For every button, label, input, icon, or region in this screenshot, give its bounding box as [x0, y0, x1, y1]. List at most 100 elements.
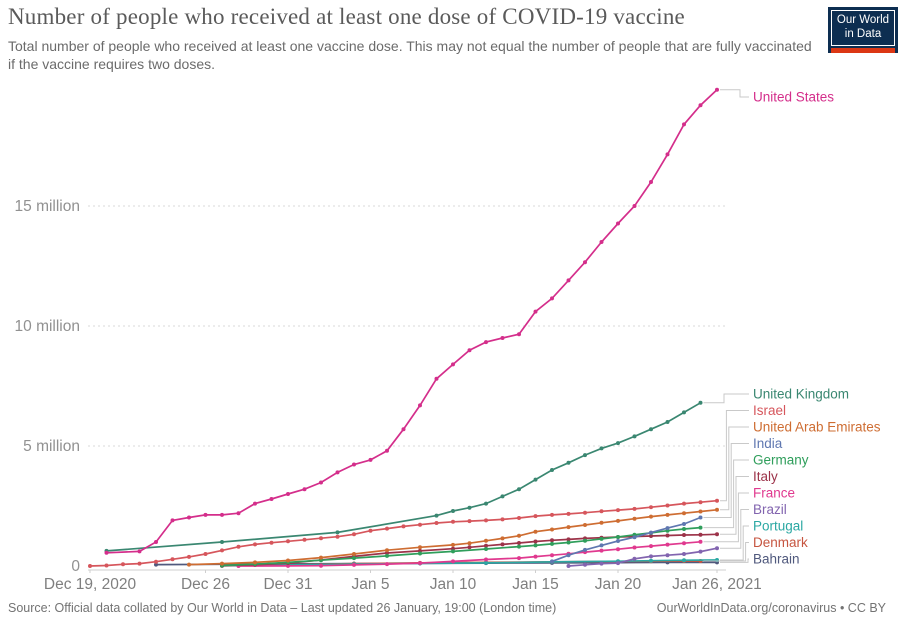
data-point[interactable] [484, 538, 488, 543]
data-point[interactable] [599, 446, 604, 451]
data-point[interactable] [500, 494, 505, 499]
data-point[interactable] [550, 468, 554, 472]
data-point[interactable] [500, 517, 505, 522]
data-point[interactable] [484, 560, 488, 565]
data-point[interactable] [137, 561, 142, 566]
legend-label-italy[interactable]: Italy [753, 469, 778, 484]
data-point[interactable] [682, 522, 686, 526]
legend-label-brazil[interactable]: Brazil [753, 502, 787, 517]
data-point[interactable] [170, 557, 175, 562]
series-united-arab-emirates[interactable] [187, 507, 719, 567]
data-point[interactable] [550, 538, 554, 543]
data-point[interactable] [269, 497, 274, 501]
data-point[interactable] [566, 564, 571, 568]
data-point[interactable] [451, 542, 455, 547]
data-point[interactable] [616, 508, 620, 513]
data-point[interactable] [649, 554, 653, 559]
data-point[interactable] [500, 336, 505, 340]
data-point[interactable] [566, 525, 571, 530]
data-point[interactable] [368, 457, 373, 462]
data-point[interactable] [698, 103, 703, 108]
data-point[interactable] [385, 553, 389, 558]
data-point[interactable] [698, 509, 703, 514]
data-point[interactable] [550, 296, 554, 301]
legend-label-denmark[interactable]: Denmark [753, 535, 808, 550]
series-brazil[interactable] [566, 546, 720, 568]
data-point[interactable] [649, 180, 653, 184]
data-point[interactable] [665, 420, 670, 424]
data-point[interactable] [401, 524, 406, 529]
data-point[interactable] [385, 551, 389, 555]
data-point[interactable] [253, 501, 257, 506]
data-point[interactable] [88, 564, 92, 568]
data-point[interactable] [566, 460, 571, 465]
data-point[interactable] [682, 511, 686, 516]
data-point[interactable] [517, 516, 521, 520]
data-point[interactable] [632, 434, 637, 439]
data-point[interactable] [154, 559, 158, 564]
data-point[interactable] [203, 512, 208, 517]
data-point[interactable] [698, 539, 703, 544]
data-point[interactable] [467, 545, 472, 550]
data-point[interactable] [517, 544, 521, 549]
data-point[interactable] [715, 507, 719, 512]
data-point[interactable] [649, 514, 653, 519]
attribution-link[interactable]: OurWorldInData.org/coronavirus • CC BY [656, 601, 886, 615]
data-point[interactable] [599, 561, 604, 566]
data-point[interactable] [484, 501, 488, 506]
data-point[interactable] [302, 487, 307, 492]
data-point[interactable] [484, 543, 488, 548]
data-point[interactable] [352, 552, 356, 556]
data-point[interactable] [319, 480, 323, 485]
data-point[interactable] [698, 515, 703, 520]
data-point[interactable] [137, 549, 142, 554]
data-point[interactable] [220, 548, 224, 553]
data-point[interactable] [352, 556, 356, 561]
data-point[interactable] [583, 453, 587, 458]
data-point[interactable] [418, 545, 422, 550]
data-point[interactable] [649, 534, 653, 538]
legend-label-united-kingdom[interactable]: United Kingdom [753, 387, 849, 402]
data-point[interactable] [517, 556, 521, 561]
data-point[interactable] [550, 553, 554, 558]
data-point[interactable] [517, 533, 521, 538]
data-point[interactable] [583, 547, 587, 552]
data-point[interactable] [319, 563, 323, 568]
data-point[interactable] [154, 562, 158, 567]
data-point[interactable] [335, 530, 340, 535]
data-point[interactable] [682, 552, 686, 556]
data-point[interactable] [682, 501, 686, 506]
data-point[interactable] [682, 122, 686, 127]
legend-label-united-states[interactable]: United States [753, 90, 834, 105]
data-point[interactable] [533, 529, 538, 534]
data-point[interactable] [632, 506, 637, 511]
data-point[interactable] [451, 509, 455, 513]
data-point[interactable] [418, 522, 422, 527]
data-point[interactable] [533, 477, 538, 482]
data-point[interactable] [583, 538, 587, 543]
data-point[interactable] [665, 512, 670, 517]
data-point[interactable] [418, 403, 422, 408]
data-point[interactable] [484, 547, 488, 551]
data-point[interactable] [517, 487, 521, 492]
data-point[interactable] [467, 348, 472, 353]
data-point[interactable] [599, 240, 604, 244]
data-point[interactable] [253, 542, 257, 547]
data-point[interactable] [335, 470, 340, 475]
data-point[interactable] [335, 534, 340, 539]
data-point[interactable] [517, 541, 521, 545]
data-point[interactable] [616, 535, 620, 539]
data-point[interactable] [649, 530, 653, 535]
data-point[interactable] [500, 542, 505, 547]
data-point[interactable] [715, 546, 719, 551]
data-point[interactable] [583, 260, 587, 265]
legend-label-india[interactable]: India [753, 436, 783, 451]
data-point[interactable] [616, 221, 620, 226]
data-point[interactable] [649, 427, 653, 432]
data-point[interactable] [599, 543, 604, 548]
data-point[interactable] [302, 537, 307, 542]
data-point[interactable] [599, 520, 604, 525]
data-point[interactable] [451, 559, 455, 564]
data-point[interactable] [583, 510, 587, 515]
